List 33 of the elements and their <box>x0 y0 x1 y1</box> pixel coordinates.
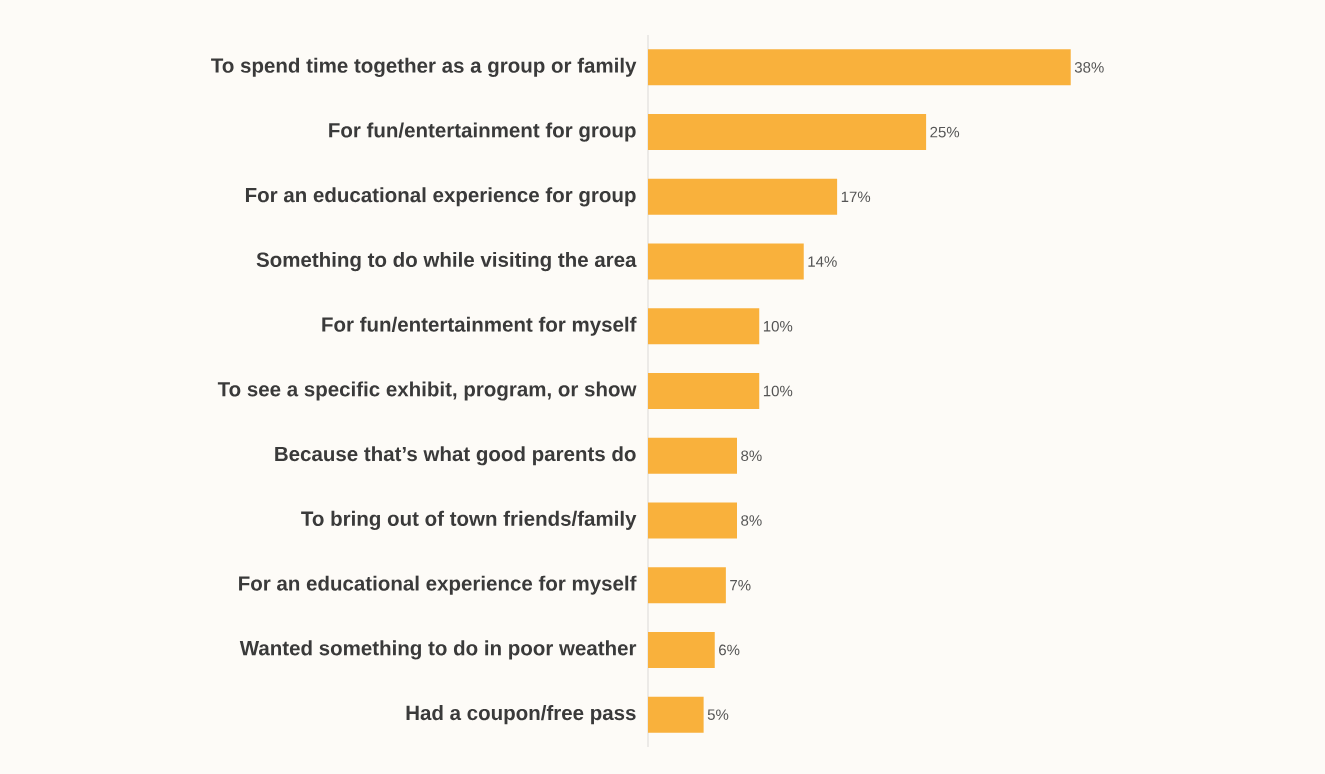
y-tick-label: For fun/entertainment for group <box>329 122 636 142</box>
y-tick-label: Wanted something to do in poor weather <box>239 640 637 660</box>
y-tick-label: For an educational experience for group <box>245 187 636 207</box>
bar <box>648 308 760 345</box>
bar <box>648 49 1071 86</box>
data-label: 17% <box>841 191 871 203</box>
data-label: 25% <box>930 126 960 138</box>
y-tick-label: To bring out of town friends/family <box>301 510 637 531</box>
data-label: 38% <box>1074 62 1104 73</box>
bar <box>648 373 760 410</box>
bar <box>648 437 737 474</box>
data-label: 10% <box>763 320 793 332</box>
y-tick-label: Because that’s what good parents do <box>275 446 636 466</box>
bar <box>648 178 838 215</box>
data-label: 10% <box>763 385 793 397</box>
bar <box>648 631 715 668</box>
data-label: 8% <box>741 515 762 526</box>
y-tick-label: Something to do while visiting the area <box>256 251 637 272</box>
bar <box>648 502 737 539</box>
y-tick-label: To see a specific exhibit, program, or show <box>217 381 637 401</box>
y-tick-label: To spend time together as a group or family <box>211 57 637 77</box>
bar <box>648 696 704 733</box>
bar <box>648 567 726 604</box>
data-label: 5% <box>707 709 729 720</box>
data-label: 6% <box>719 644 740 656</box>
data-label: 8% <box>741 450 762 462</box>
bar <box>648 243 804 280</box>
data-label: 7% <box>730 579 751 591</box>
y-tick-label: Had a coupon/free pass <box>406 705 636 725</box>
y-tick-label: For an educational experience for myself <box>239 575 637 595</box>
bar <box>648 114 927 151</box>
data-label: 14% <box>808 256 837 267</box>
y-tick-label: For fun/entertainment for myself <box>322 316 637 336</box>
